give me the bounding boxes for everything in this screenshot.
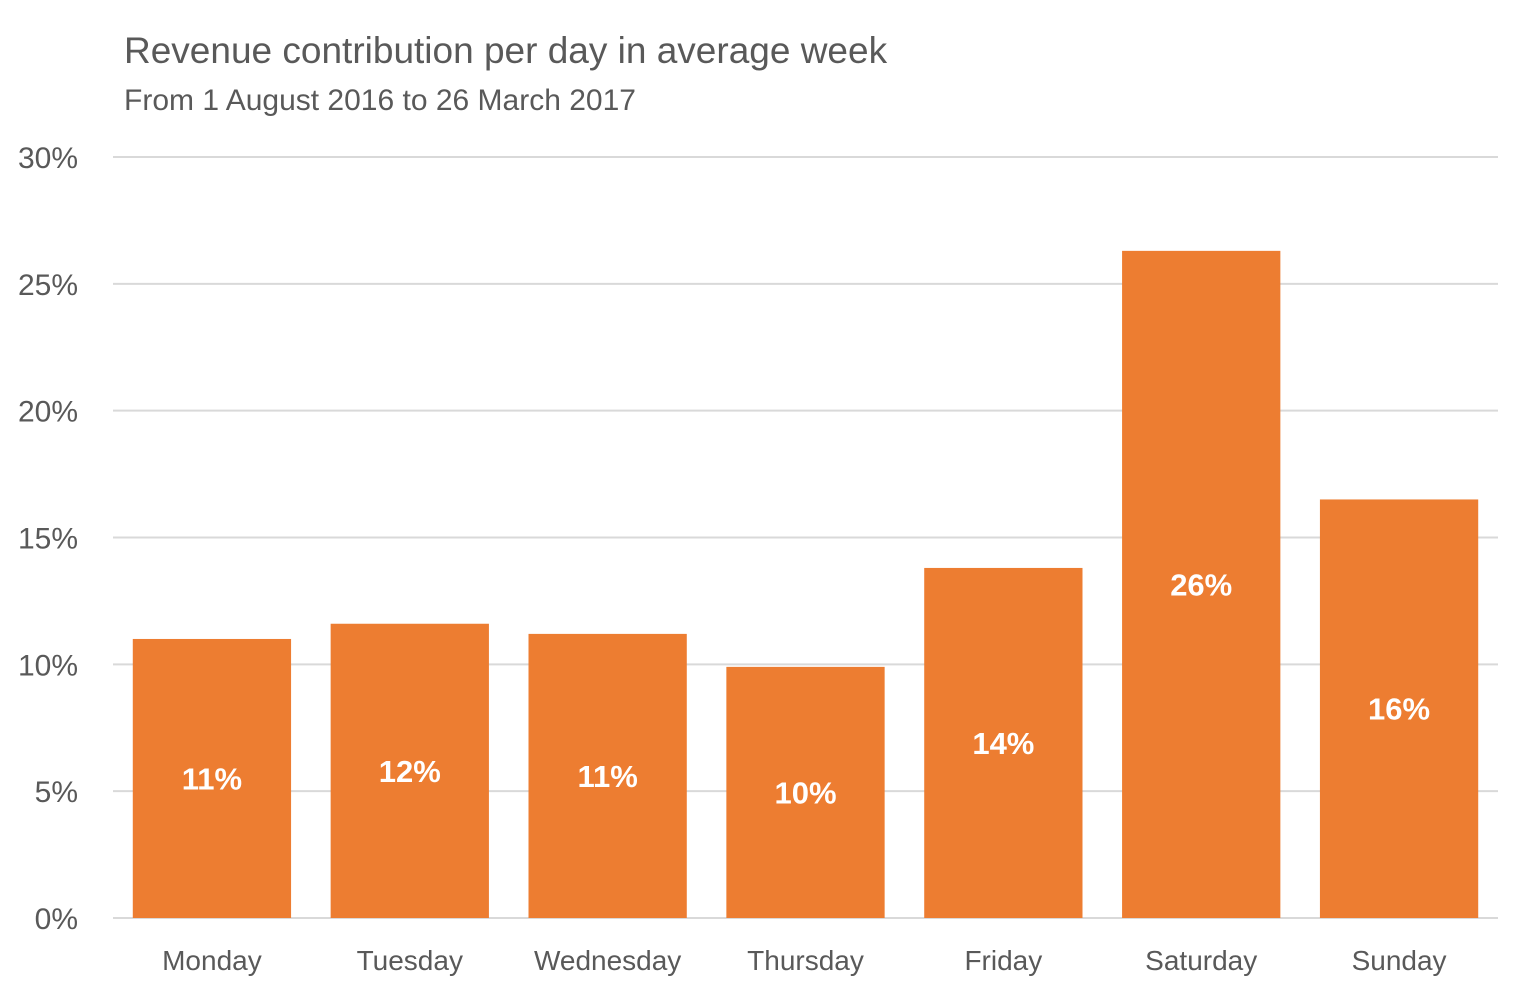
y-tick-label: 5% <box>35 776 78 809</box>
chart-title: Revenue contribution per day in average … <box>124 30 888 71</box>
y-tick-label: 20% <box>18 396 78 429</box>
y-tick-label: 15% <box>18 523 78 556</box>
x-tick-label: Friday <box>964 945 1042 976</box>
x-tick-label: Tuesday <box>357 945 463 976</box>
data-label-tuesday: 12% <box>379 754 441 789</box>
bar-thursday <box>726 666 885 918</box>
y-axis: 0% 5% 10% 15% 20% 25% 30% <box>18 142 78 936</box>
data-label-wednesday: 11% <box>577 759 637 794</box>
data-label-monday: 11% <box>182 761 242 796</box>
data-label-friday: 14% <box>972 726 1034 761</box>
x-axis: Monday Tuesday Wednesday Thursday Friday Satu… <box>162 945 1446 976</box>
data-label-sunday: 16% <box>1368 692 1430 727</box>
chart-subtitle: From 1 August 2016 to 26 March 2017 <box>124 84 636 117</box>
bar-labels: 11% 12% 11% 10% 14% 26% 16% <box>182 567 1430 810</box>
x-tick-label: Saturday <box>1145 945 1257 976</box>
x-tick-label: Thursday <box>747 945 864 976</box>
x-tick-label: Monday <box>162 945 262 976</box>
bar-saturday <box>1122 250 1281 918</box>
y-tick-label: 25% <box>18 269 78 302</box>
x-tick-label: Wednesday <box>534 945 681 976</box>
y-tick-label: 10% <box>18 649 78 682</box>
bar-wednesday <box>528 633 687 918</box>
bar-sunday <box>1319 499 1479 918</box>
y-tick-label: 0% <box>35 903 78 936</box>
data-label-thursday: 10% <box>774 775 836 810</box>
bar-tuesday <box>330 623 489 918</box>
bar-friday <box>924 567 1083 918</box>
bars <box>132 250 1479 918</box>
x-tick-label: Sunday <box>1352 945 1447 976</box>
data-label-saturday: 26% <box>1170 567 1232 602</box>
y-tick-label: 30% <box>18 142 78 175</box>
bar-monday <box>132 638 292 918</box>
